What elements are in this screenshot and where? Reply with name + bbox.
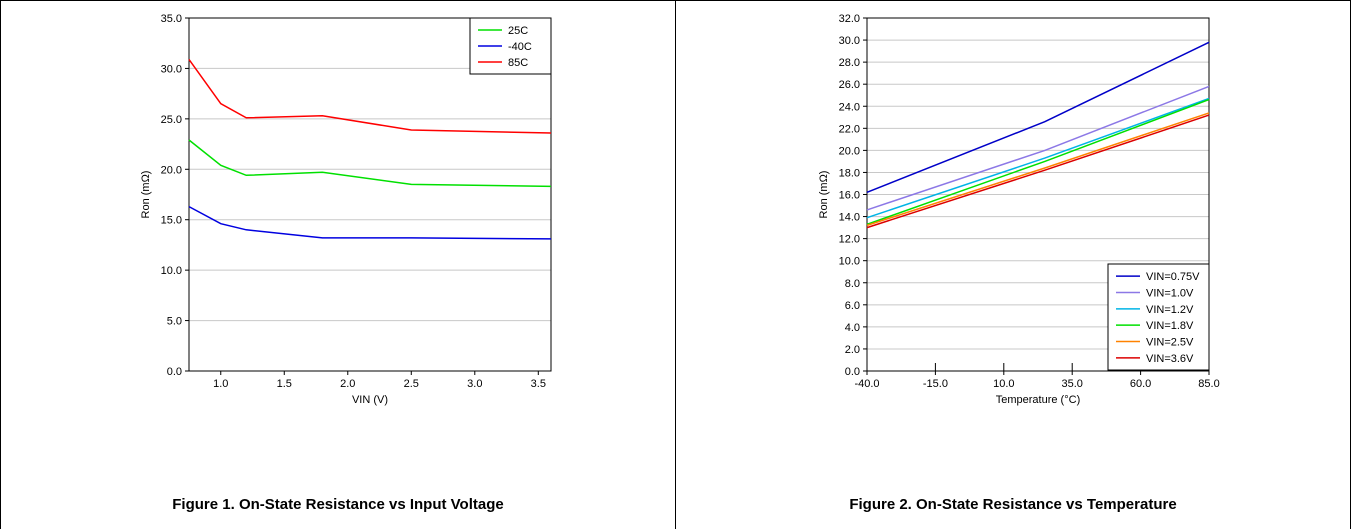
fig2-plot-frame <box>866 17 1210 372</box>
fig2-legend-label: VIN=0.75V <box>1146 271 1200 283</box>
fig1-y-tick-label: 10.0 <box>161 265 182 277</box>
fig2-x-tick-label: 35.0 <box>1061 378 1082 390</box>
fig1-x-tick-label: 3.0 <box>467 378 482 390</box>
fig1-y-tick-label: 15.0 <box>161 215 182 227</box>
fig1-x-tick-label: 2.5 <box>404 378 419 390</box>
fig1-series-line <box>188 205 552 240</box>
fig2-x-tick-label: -15.0 <box>923 378 948 390</box>
fig2-y-axis-label: Ron (mΩ) <box>818 171 830 219</box>
figure-1-panel: 0.0 5.0 10.0 15.0 20.0 25.0 30.0 35.0 1.0 1.5 2.0 2… <box>0 0 676 529</box>
fig2-series-line <box>866 98 1210 226</box>
fig2-x-axis-label: Temperature (°C) <box>996 394 1080 406</box>
fig2-y-tick-label: 4.0 <box>845 322 860 334</box>
fig1-x-tick-label: 2.0 <box>340 378 355 390</box>
fig1-series-line <box>188 58 552 134</box>
fig1-y-tick-label: 25.0 <box>161 114 182 126</box>
fig1-legend-label: 85C <box>508 57 528 69</box>
fig1-plot-frame <box>188 17 552 372</box>
fig2-y-tick-label: 6.0 <box>845 300 860 312</box>
fig2-y-tick-label: 32.0 <box>839 13 860 25</box>
fig2-legend-label: VIN=1.8V <box>1146 320 1194 332</box>
fig2-y-tick-label: 16.0 <box>839 190 860 202</box>
fig2-series-line <box>866 41 1210 193</box>
fig2-series-line <box>866 112 1210 227</box>
fig1-series-line <box>188 139 552 188</box>
fig2-y-tick-label: 8.0 <box>845 278 860 290</box>
fig2-y-tick-label: 22.0 <box>839 123 860 135</box>
fig1-x-tick-label: 1.5 <box>277 378 292 390</box>
fig2-y-tick-label: 18.0 <box>839 167 860 179</box>
fig1-y-tick-label: 30.0 <box>161 63 182 75</box>
fig2-y-tick-label: 20.0 <box>839 145 860 157</box>
fig2-x-tick-label: 60.0 <box>1130 378 1151 390</box>
fig2-series-line <box>866 97 1210 219</box>
fig2-series-line <box>866 85 1210 211</box>
fig1-legend-label: 25C <box>508 25 528 37</box>
fig1-x-tick-label: 1.0 <box>213 378 228 390</box>
fig1-y-tick-label: 5.0 <box>167 316 182 328</box>
fig2-y-tick-label: 28.0 <box>839 57 860 69</box>
fig2-y-tick-label: 26.0 <box>839 79 860 91</box>
figure-2-panel: 0.0 2.0 4.0 6.0 8.0 10.0 12.0 14.0 16.0 18.0 20.0 2… <box>676 0 1351 529</box>
fig2-y-tick-label: 24.0 <box>839 101 860 113</box>
fig1-y-tick-label: 0.0 <box>167 366 182 378</box>
fig1-x-axis-label: VIN (V) <box>352 394 388 406</box>
fig2-legend-box <box>1107 263 1210 371</box>
fig2-x-tick-label: -40.0 <box>854 378 879 390</box>
fig2-legend-label: VIN=1.2V <box>1146 304 1194 316</box>
fig2-y-tick-label: 14.0 <box>839 212 860 224</box>
fig2-y-tick-label: 12.0 <box>839 234 860 246</box>
fig2-legend-label: VIN=2.5V <box>1146 337 1194 349</box>
fig1-x-tick-label: 3.5 <box>531 378 546 390</box>
fig1-y-tick-label: 35.0 <box>161 13 182 25</box>
figure-2-chart: 0.0 2.0 4.0 6.0 8.0 10.0 12.0 14.0 16.0 18.0 20.0 2… <box>818 13 1220 406</box>
fig2-y-tick-label: 0.0 <box>845 366 860 378</box>
fig2-series-line <box>866 114 1210 229</box>
fig2-legend-label: VIN=3.6V <box>1146 353 1194 365</box>
fig2-y-tick-label: 2.0 <box>845 344 860 356</box>
figure-1-chart: 0.0 5.0 10.0 15.0 20.0 25.0 30.0 35.0 1.0 1.5 2.0 2… <box>140 13 552 406</box>
fig2-x-tick-label: 85.0 <box>1198 378 1219 390</box>
fig2-legend-label: VIN=1.0V <box>1146 288 1194 300</box>
figure-1-caption: Figure 1. On-State Resistance vs Input V… <box>172 496 504 513</box>
fig1-y-tick-label: 20.0 <box>161 164 182 176</box>
fig1-legend-label: -40C <box>508 41 532 53</box>
fig1-y-axis-label: Ron (mΩ) <box>140 171 152 219</box>
fig2-x-tick-label: 10.0 <box>993 378 1014 390</box>
fig2-y-tick-label: 30.0 <box>839 35 860 47</box>
figure-2-caption: Figure 2. On-State Resistance vs Tempera… <box>849 496 1177 513</box>
fig2-y-tick-label: 10.0 <box>839 256 860 268</box>
